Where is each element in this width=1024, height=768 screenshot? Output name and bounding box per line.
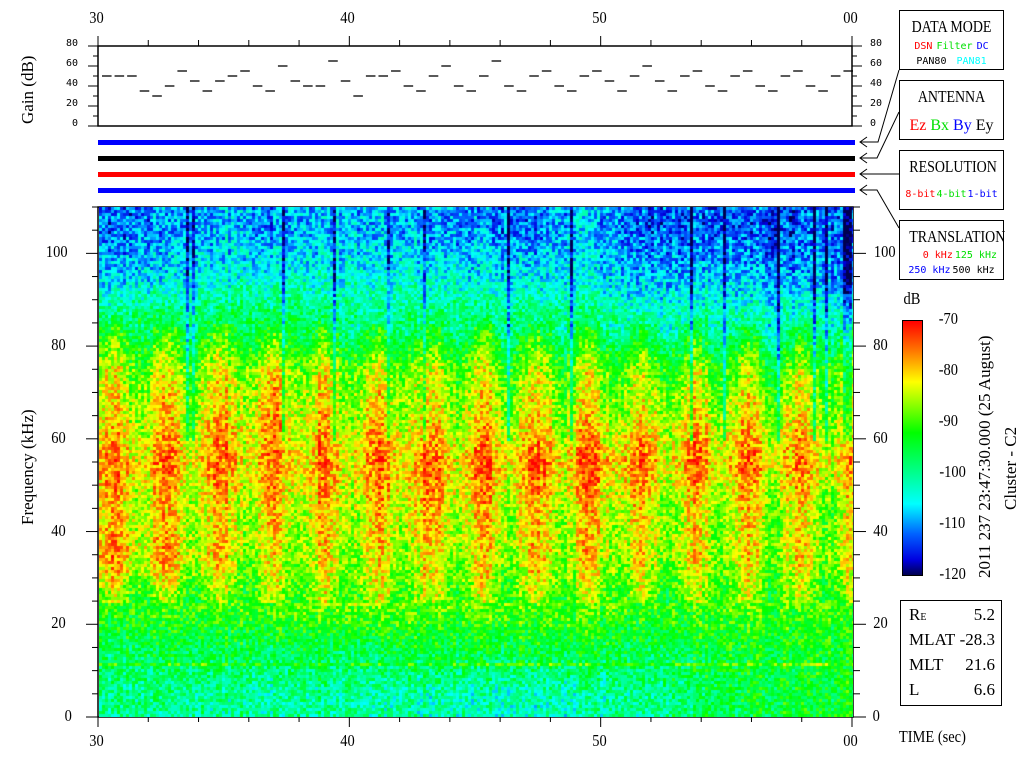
- arrowhead-icon: [859, 168, 868, 180]
- pointer-data-mode: [860, 69, 900, 143]
- res-1bit: 1-bit: [967, 189, 998, 200]
- gain-tick-label-right: 20: [870, 98, 883, 109]
- time-tick-label: 30: [89, 8, 104, 27]
- colorbar-unit: dB: [903, 289, 921, 308]
- frequency-tick-label-left: 0: [64, 706, 72, 725]
- data-mode-panel: DATA MODE DSN Filter DC PAN80 PAN81: [899, 10, 1004, 70]
- data-mode-bar: [98, 140, 855, 145]
- gain-tick-label-right: 0: [870, 118, 877, 129]
- mode-dc: DC: [976, 41, 989, 52]
- resolution-panel: RESOLUTION 8-bit4-bit1-bit: [899, 150, 1004, 210]
- frequency-tick-label-left: 100: [45, 242, 68, 262]
- frequency-tick-label-right: 40: [873, 520, 888, 540]
- arrowhead-icon: [859, 184, 868, 196]
- antenna-ey: Ey: [975, 117, 994, 134]
- pointer-antenna: [860, 111, 900, 159]
- gain-tick-label-right: 60: [870, 58, 883, 69]
- mlat-label: MLAT: [909, 630, 956, 649]
- antenna-ez: Ez: [909, 117, 927, 134]
- colorbar-tick-label: -70: [938, 309, 958, 328]
- mode-pan81: PAN81: [956, 56, 987, 67]
- frequency-tick-label-right: 80: [873, 335, 888, 355]
- colorbar-tick-label: -120: [939, 564, 966, 583]
- re-label: RE: [909, 605, 927, 624]
- translation-title: TRANSLATION: [909, 227, 1006, 246]
- frequency-tick-label-left: 40: [51, 520, 66, 540]
- trans-0khz: 0 kHz: [922, 250, 953, 261]
- mode-filter: Filter: [936, 41, 973, 52]
- mode-dsn: DSN: [914, 41, 933, 52]
- arrowhead-icon: [859, 152, 868, 164]
- gain-tick-label-left: 60: [66, 58, 79, 69]
- time-tick-label: 00: [843, 8, 858, 27]
- colorbar-tick-label: -80: [938, 360, 958, 379]
- spectrogram-heatmap: [99, 207, 853, 717]
- antenna-bx: Bx: [930, 117, 950, 134]
- frequency-tick-label-left: 20: [51, 613, 66, 633]
- frequency-tick-label-left: 60: [51, 427, 66, 447]
- res-4bit: 4-bit: [936, 189, 967, 200]
- antenna-panel: ANTENNA Ez Bx By Ey: [899, 80, 1004, 140]
- trans-250khz: 250 kHz: [908, 265, 951, 276]
- data-mode-title: DATA MODE: [911, 17, 992, 36]
- orbit-info-box: RE 5.2 MLAT -28.3 MLT 21.6 L 6.6: [900, 600, 1002, 706]
- time-tick-label: 00: [843, 731, 858, 750]
- translation-panel: TRANSLATION 0 kHz 125 kHz 250 kHz 500 kHz: [899, 220, 1006, 280]
- time-tick-label: 30: [89, 731, 104, 750]
- colorbar: [902, 320, 923, 576]
- time-tick-label: 40: [340, 731, 356, 750]
- colorbar-tick-label: -90: [938, 411, 958, 430]
- l-label: L: [909, 680, 920, 699]
- mlt-label: MLT: [909, 655, 944, 674]
- res-8bit: 8-bit: [905, 189, 936, 200]
- time-tick-label: 50: [591, 731, 607, 750]
- frequency-tick-label-left: 80: [51, 335, 66, 355]
- frequency-tick-label-right: 20: [873, 613, 888, 633]
- translation-bar: [98, 188, 855, 193]
- colorbar-tick-label: -110: [939, 513, 966, 532]
- gain-tick-label-right: 40: [870, 78, 883, 89]
- antenna-title: ANTENNA: [917, 87, 986, 106]
- gain-tick-label-left: 20: [66, 98, 79, 109]
- time-tick-label: 40: [340, 8, 356, 27]
- gain-tick-label-left: 40: [66, 78, 79, 89]
- resolution-title: RESOLUTION: [909, 157, 997, 176]
- trans-125khz: 125 kHz: [954, 250, 997, 261]
- gain-tick-label-right: 80: [870, 38, 883, 49]
- frequency-tick-label-right: 0: [872, 706, 880, 725]
- re-value: 5.2: [973, 605, 995, 624]
- colorbar-tick-label: -100: [939, 462, 966, 481]
- gain-tick-label-left: 80: [66, 38, 79, 49]
- l-value: 6.6: [973, 680, 995, 699]
- time-axis-label: TIME (sec): [898, 727, 966, 746]
- resolution-bar: [98, 172, 855, 177]
- trans-500khz: 500 kHz: [952, 265, 995, 276]
- arrowhead-icon: [859, 136, 868, 148]
- frequency-tick-label-right: 100: [873, 242, 896, 262]
- frequency-tick-label-right: 60: [873, 427, 888, 447]
- time-tick-label: 50: [591, 8, 607, 27]
- gain-tick-label-left: 0: [72, 118, 79, 129]
- antenna-by: By: [953, 117, 972, 134]
- mode-pan80: PAN80: [916, 56, 947, 67]
- mlt-value: 21.6: [965, 655, 995, 674]
- pointer-translation: [860, 189, 900, 229]
- mlat-value: -28.3: [959, 630, 995, 649]
- antenna-bar: [98, 156, 855, 161]
